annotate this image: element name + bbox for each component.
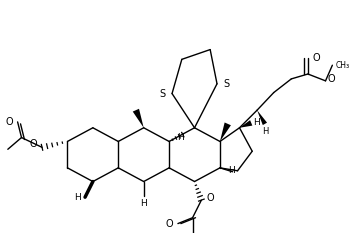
Text: H: H	[228, 166, 234, 175]
Text: O: O	[328, 74, 335, 84]
Text: O: O	[166, 219, 173, 229]
Polygon shape	[220, 122, 231, 141]
Text: O: O	[29, 139, 37, 149]
Text: H: H	[74, 193, 80, 202]
Text: H: H	[177, 133, 184, 142]
Polygon shape	[133, 109, 144, 128]
Text: O: O	[313, 53, 321, 63]
Polygon shape	[239, 120, 252, 128]
Text: H: H	[253, 118, 260, 127]
Text: H: H	[262, 127, 268, 136]
Text: H: H	[140, 198, 147, 207]
Text: S: S	[224, 79, 230, 89]
Text: S: S	[159, 88, 165, 99]
Text: O: O	[5, 117, 13, 127]
Text: CH₃: CH₃	[335, 61, 349, 70]
Polygon shape	[257, 110, 267, 125]
Text: O: O	[206, 193, 214, 203]
